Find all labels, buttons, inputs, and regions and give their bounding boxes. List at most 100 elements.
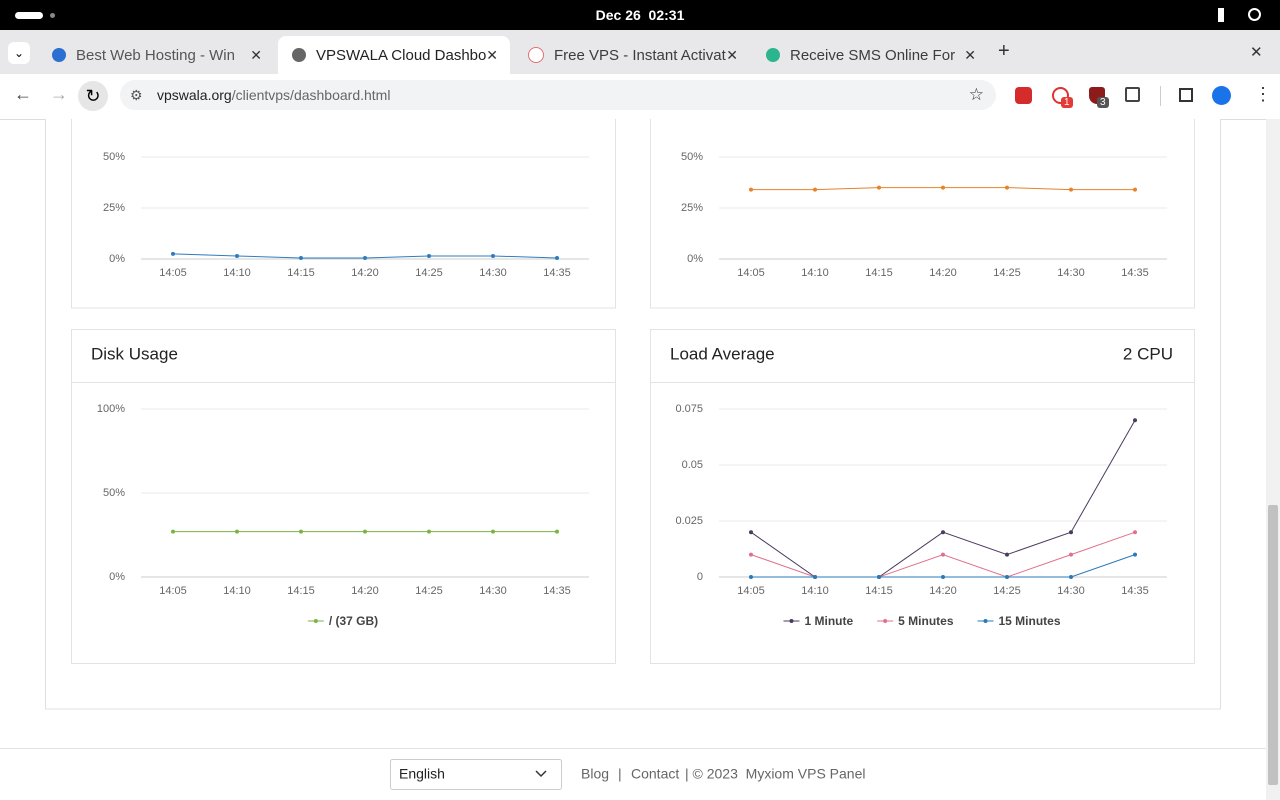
- divider: [1160, 86, 1161, 106]
- data-point: [749, 187, 753, 192]
- legend: 1 Minute 5 Minutes 15 Minutes: [783, 614, 1061, 628]
- y-tick-label: 50%: [681, 151, 703, 163]
- legend-swatch-dot: [313, 619, 318, 623]
- extension-icon[interactable]: [1015, 87, 1032, 104]
- workspace-indicator: [15, 12, 43, 19]
- tab-title: Free VPS - Instant Activat: [554, 46, 726, 64]
- x-tick-label: 14:15: [287, 267, 315, 279]
- footer-link[interactable]: Contact: [631, 766, 679, 782]
- data-point: [813, 187, 817, 192]
- x-tick-label: 14:10: [801, 267, 829, 279]
- x-tick-label: 14:05: [737, 267, 765, 279]
- x-tick-label: 14:05: [159, 267, 187, 279]
- close-window[interactable]: ✕: [1250, 44, 1263, 61]
- tab-title: Best Web Hosting - Win: [76, 46, 235, 64]
- x-tick-label: 14:30: [1057, 585, 1085, 597]
- data-point: [877, 185, 881, 190]
- data-point: [427, 529, 431, 534]
- reload-button[interactable]: ↻: [78, 81, 108, 111]
- data-point: [427, 253, 431, 258]
- tab[interactable]: Receive SMS Online For ✕: [752, 36, 988, 74]
- data-point: [299, 255, 303, 260]
- card: [71, 119, 616, 309]
- tab-search[interactable]: ⌄: [8, 42, 30, 64]
- y-tick-label: 0.025: [675, 515, 703, 527]
- profile[interactable]: [1212, 86, 1231, 105]
- data-point: [1133, 552, 1137, 557]
- data-point: [941, 530, 945, 535]
- data-point: [749, 552, 753, 557]
- bookmark-star[interactable]: ☆: [968, 85, 984, 104]
- legend-label: / (37 GB): [329, 614, 378, 628]
- footer-link[interactable]: Blog: [581, 766, 609, 782]
- tab-active[interactable]: VPSWALA Cloud Dashbo ✕: [278, 36, 510, 74]
- tab-title: Receive SMS Online For: [790, 46, 956, 64]
- clock[interactable]: Dec 26 02:31: [595, 7, 685, 23]
- data-point: [941, 575, 945, 579]
- tab[interactable]: Free VPS - Instant Activat ✕: [514, 36, 750, 74]
- x-tick-label: 14:20: [929, 267, 957, 279]
- address-bar[interactable]: ⚙ vpswala.org/clientvps/dashboard.html ☆: [120, 80, 996, 110]
- footer-copyright: | © 2023 Myxiom VPS Panel: [685, 766, 865, 782]
- data-point: [813, 575, 817, 579]
- side-panel[interactable]: [1179, 88, 1193, 102]
- x-tick-label: 14:05: [737, 585, 765, 597]
- card: [71, 329, 616, 664]
- data-point: [1005, 575, 1009, 579]
- power-icon[interactable]: [1248, 8, 1261, 21]
- select-arrow: [535, 770, 547, 778]
- extension-badge: 1: [1061, 97, 1073, 108]
- data-point: [941, 552, 945, 557]
- data-point: [491, 253, 495, 258]
- data-point: [171, 529, 175, 534]
- forward-button[interactable]: →: [50, 84, 68, 104]
- tab-title: VPSWALA Cloud Dashbo: [316, 46, 487, 64]
- language-select[interactable]: [390, 759, 562, 790]
- menu[interactable]: ⋮: [1254, 84, 1272, 104]
- extension-icon[interactable]: [1052, 87, 1069, 104]
- toolbar: ← → ↻ ⚙ vpswala.org/clientvps/dashboard.…: [0, 74, 1280, 120]
- data-point: [941, 185, 945, 190]
- x-tick-label: 14:20: [929, 585, 957, 597]
- x-tick-label: 14:05: [159, 585, 187, 597]
- card-title: Load Average: [670, 344, 775, 363]
- back-button[interactable]: ←: [14, 84, 32, 104]
- extensions-menu[interactable]: [1125, 87, 1140, 102]
- data-point: [235, 529, 239, 534]
- card-title: Disk Usage: [91, 344, 178, 363]
- x-tick-label: 14:25: [415, 585, 443, 597]
- x-tick-label: 14:20: [351, 267, 379, 279]
- volume-icon[interactable]: [1218, 8, 1232, 22]
- card: [650, 119, 1195, 309]
- data-point: [877, 575, 881, 579]
- x-tick-label: 14:30: [1057, 267, 1085, 279]
- tab[interactable]: Best Web Hosting - Win ✕: [38, 36, 274, 74]
- y-tick-label: 50%: [103, 487, 125, 499]
- legend-swatch-dot: [789, 619, 794, 623]
- x-tick-label: 14:10: [223, 585, 251, 597]
- workspace-dot: [50, 13, 55, 18]
- scrollbar-thumb[interactable]: [1268, 505, 1278, 785]
- legend-label: 5 Minutes: [898, 614, 954, 628]
- data-point: [1069, 575, 1073, 579]
- new-tab[interactable]: +: [998, 40, 1010, 62]
- x-tick-label: 14:15: [865, 267, 893, 279]
- legend: / (37 GB): [307, 614, 378, 628]
- legend-label: 1 Minute: [804, 614, 853, 628]
- x-tick-label: 14:25: [993, 585, 1021, 597]
- tab-strip: ⌄ Best Web Hosting - Win ✕ VPSWALA Cloud …: [0, 30, 1280, 74]
- url-domain: vpswala.org: [157, 87, 232, 103]
- site-info[interactable]: ⚙: [130, 87, 143, 103]
- footer-separator: |: [618, 766, 622, 782]
- x-tick-label: 14:35: [1121, 585, 1149, 597]
- y-tick-label: 25%: [103, 202, 125, 214]
- legend-label: 15 Minutes: [999, 614, 1061, 628]
- data-point: [363, 529, 367, 534]
- card-subtitle: 2 CPU: [1123, 344, 1173, 363]
- y-tick-label: 0%: [109, 571, 125, 583]
- x-tick-label: 14:35: [543, 267, 571, 279]
- data-point: [1005, 552, 1009, 557]
- y-tick-label: 0.075: [675, 403, 703, 415]
- data-point: [171, 251, 175, 256]
